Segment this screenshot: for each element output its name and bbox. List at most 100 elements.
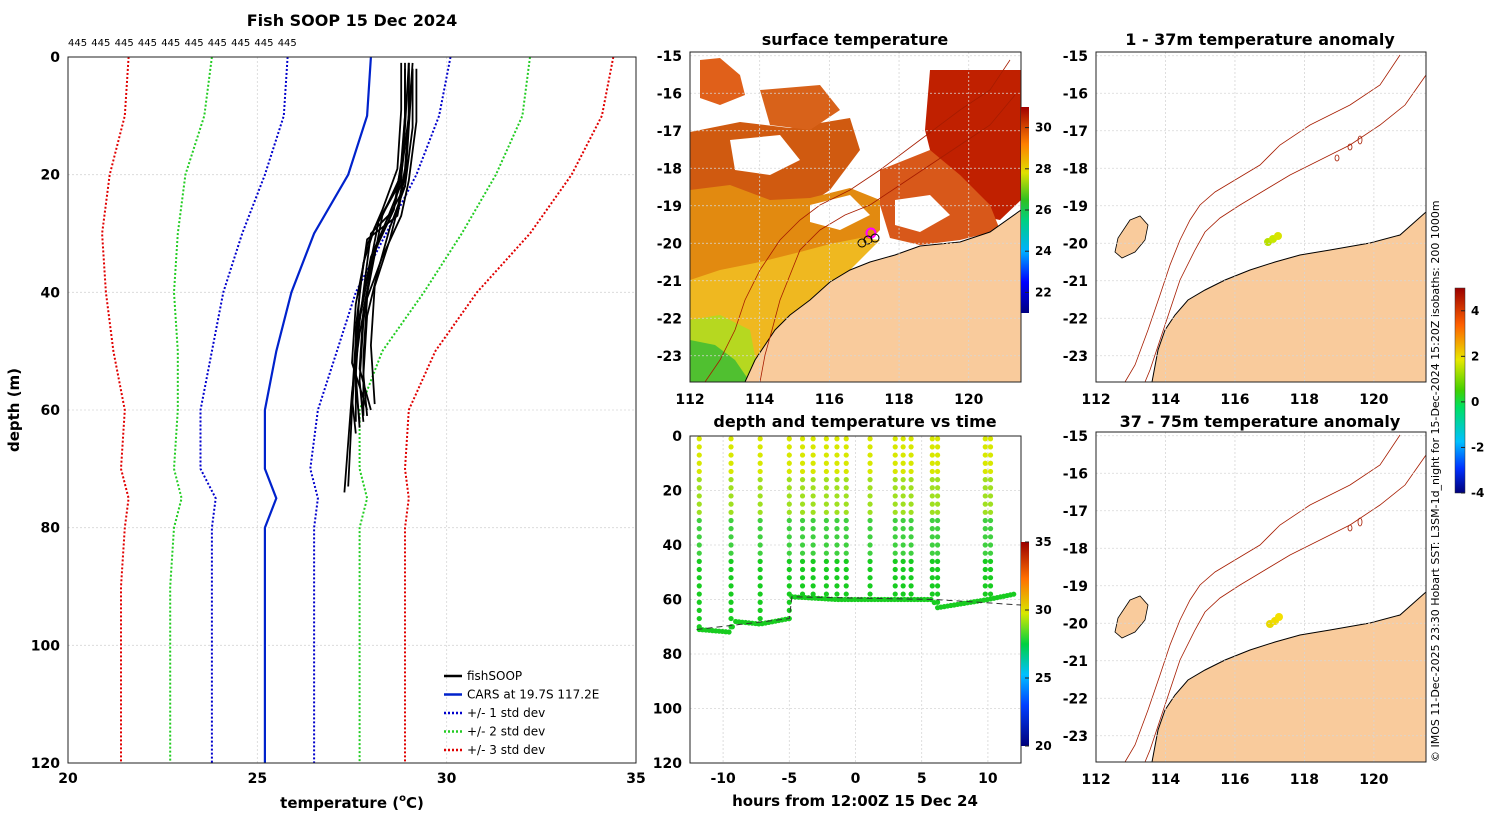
- timeseries-dive-point: [929, 542, 935, 548]
- anomaly-map-2-title: 37 - 75m temperature anomaly: [1120, 412, 1401, 431]
- timeseries-dive-point: [728, 501, 734, 507]
- sst-lat-tick-label: -15: [657, 49, 682, 65]
- timeseries-dive-point: [934, 550, 941, 556]
- timeseries-dive-point: [757, 493, 763, 499]
- timeseries-dive-point: [786, 583, 792, 589]
- timeseries-dive-point: [823, 460, 829, 466]
- timeseries-dive-point: [843, 526, 849, 532]
- timeseries-dive-point: [696, 534, 702, 540]
- anomaly-colorbar-label: 4: [1471, 304, 1479, 318]
- timeseries-dive-point: [892, 460, 898, 466]
- timeseries-dive-point: [929, 550, 935, 556]
- timeseries-dive-point: [982, 477, 988, 483]
- timeseries-dive-point: [810, 477, 816, 483]
- timeseries-dive-point: [728, 558, 734, 564]
- timeseries-dive-point: [900, 485, 906, 491]
- timeseries-dive-point: [892, 493, 898, 499]
- timeseries-dive-point: [786, 542, 792, 548]
- timeseries-dive-point: [982, 558, 988, 564]
- profile-axes-box: [67, 56, 637, 764]
- profile-series--2-std: [358, 57, 531, 763]
- profile-y-tick-label: 40: [41, 285, 61, 301]
- timeseries-dive-point: [757, 485, 763, 491]
- timeseries-dive-point: [810, 468, 816, 475]
- timeseries-dive-point: [929, 575, 935, 581]
- profile-y-tick-label: 20: [41, 168, 61, 184]
- cast-id-label: 445: [278, 38, 297, 49]
- timeseries-dive-point: [892, 583, 898, 589]
- timeseries-dive-point: [900, 583, 906, 589]
- timeseries-dive-point: [929, 444, 935, 450]
- timeseries-dive-point: [843, 485, 849, 491]
- timeseries-dive-point: [786, 493, 792, 499]
- legend-entry: +/- 3 std dev: [467, 743, 545, 757]
- timeseries-dive-point: [786, 452, 792, 458]
- timeseries-dive-point: [728, 591, 734, 597]
- timeseries-dive-point: [810, 436, 816, 442]
- profile-y-tick-label: 80: [41, 521, 61, 537]
- timeseries-dive-point: [982, 526, 988, 532]
- timeseries-dive-point: [799, 542, 806, 548]
- timeseries-dive-point: [908, 575, 914, 581]
- timeseries-dive-point: [834, 501, 840, 507]
- anomaly-map-2-panel: 37 - 75m temperature anomaly 112 114 116 11…: [1063, 412, 1427, 788]
- timeseries-dive-point: [929, 566, 935, 573]
- timeseries-dive-point: [929, 591, 935, 597]
- timeseries-dive-point: [982, 452, 988, 458]
- anomaly-colorbar-label: 0: [1471, 395, 1479, 409]
- cast-id-labels: 445 445 445 445 445 445 445 445 445 445: [68, 38, 297, 49]
- sst-lat-tick-label: -16: [657, 86, 682, 102]
- timeseries-dive-point: [843, 452, 849, 458]
- timeseries-dive-point: [987, 501, 994, 507]
- sst-lat-tick-label: -20: [657, 236, 683, 252]
- timeseries-dive-point: [696, 493, 702, 499]
- timeseries-dive-point: [757, 517, 763, 524]
- timeseries-dive-point: [892, 550, 898, 556]
- timeseries-dive-point: [757, 566, 763, 573]
- timeseries-dive-point: [786, 501, 792, 507]
- timeseries-dive-point: [834, 444, 840, 450]
- timeseries-dive-point: [799, 517, 806, 524]
- timeseries-dive-point: [786, 607, 792, 614]
- cast-id-label: 445: [231, 38, 250, 49]
- sst-isobath-1000m: [759, 94, 1016, 382]
- timeseries-dive-point: [987, 591, 994, 597]
- timeseries-dive-point: [728, 607, 734, 614]
- legend-entry: CARS at 19.7S 117.2E: [467, 688, 599, 702]
- timeseries-dive-point: [892, 517, 898, 524]
- anom1-lat-tick-label: -20: [1063, 236, 1089, 252]
- anom2-lon-tick-label: 120: [1359, 772, 1388, 788]
- timeseries-dive-point: [982, 583, 988, 589]
- timeseries-dive-point: [728, 509, 734, 515]
- timeseries-dive-point: [823, 534, 829, 540]
- timeseries-dive-point: [786, 566, 792, 573]
- timeseries-dive-point: [823, 583, 829, 589]
- timeseries-dive-point: [934, 468, 941, 475]
- sst-lat-tick-label: -22: [657, 311, 682, 327]
- timeseries-dive-point: [810, 517, 816, 524]
- timeseries-dive-point: [757, 575, 763, 581]
- timeseries-dive-point: [696, 615, 702, 622]
- timeseries-dive-point: [908, 452, 914, 458]
- timeseries-dive-point: [728, 517, 734, 524]
- timeseries-dive-point: [834, 566, 840, 573]
- timeseries-dive-point: [799, 534, 806, 540]
- profile-x-axis-label: temperature (oC): [280, 793, 424, 812]
- timeseries-dive-point: [843, 493, 849, 499]
- timeseries-dive-point: [987, 558, 994, 564]
- anomaly-colorbar: [1454, 287, 1466, 494]
- timeseries-dive-point: [823, 526, 829, 532]
- timeseries-dive-point: [843, 558, 849, 564]
- timeseries-dive-point: [929, 485, 935, 491]
- sst-cloud-1: [730, 135, 800, 175]
- timeseries-dive-point: [757, 460, 763, 466]
- anom2-lon-tick-label: 118: [1290, 772, 1319, 788]
- sst-lat-tick-label: -17: [657, 124, 682, 140]
- timeseries-dive-point: [908, 517, 914, 524]
- timeseries-dive-point: [892, 575, 898, 581]
- timeseries-dive-point: [834, 509, 840, 515]
- timeseries-data: [696, 436, 1021, 635]
- timeseries-dive-point: [934, 485, 941, 491]
- timeseries-dive-point: [867, 558, 873, 564]
- anom1-lat-tick-label: -16: [1063, 86, 1088, 102]
